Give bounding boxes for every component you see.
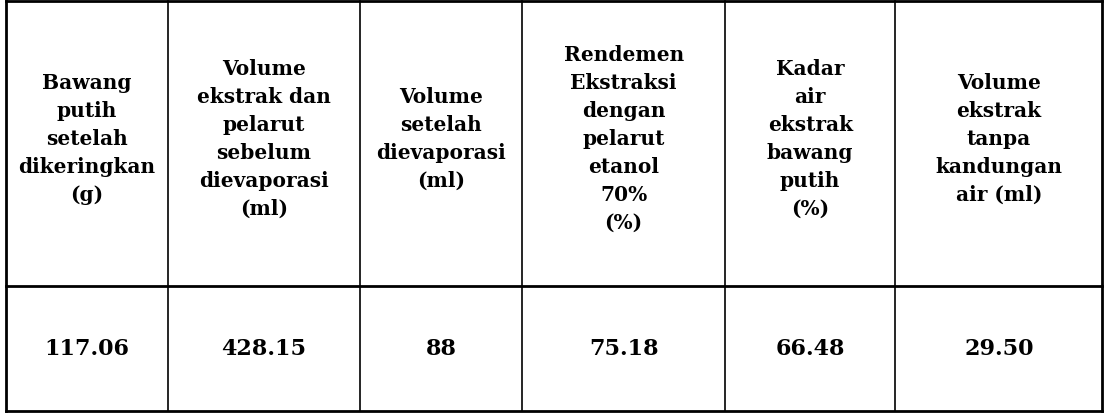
Text: Bawang
putih
setelah
dikeringkan
(g): Bawang putih setelah dikeringkan (g) bbox=[18, 73, 155, 204]
Text: 428.15: 428.15 bbox=[222, 337, 307, 360]
Text: Volume
setelah
dievaporasi
(ml): Volume setelah dievaporasi (ml) bbox=[376, 87, 506, 190]
Text: Kadar
air
ekstrak
bawang
putih
(%): Kadar air ekstrak bawang putih (%) bbox=[767, 59, 853, 218]
Text: Volume
ekstrak dan
pelarut
sebelum
dievaporasi
(ml): Volume ekstrak dan pelarut sebelum dieva… bbox=[197, 59, 331, 218]
Text: Rendemen
Ekstraksi
dengan
pelarut
etanol
70%
(%): Rendemen Ekstraksi dengan pelarut etanol… bbox=[564, 45, 684, 232]
Text: 66.48: 66.48 bbox=[776, 337, 845, 360]
Text: 75.18: 75.18 bbox=[588, 337, 658, 360]
Text: Volume
ekstrak
tanpa
kandungan
air (ml): Volume ekstrak tanpa kandungan air (ml) bbox=[935, 73, 1063, 204]
Text: 29.50: 29.50 bbox=[964, 337, 1034, 360]
Text: 88: 88 bbox=[425, 337, 456, 360]
Text: 117.06: 117.06 bbox=[44, 337, 130, 360]
